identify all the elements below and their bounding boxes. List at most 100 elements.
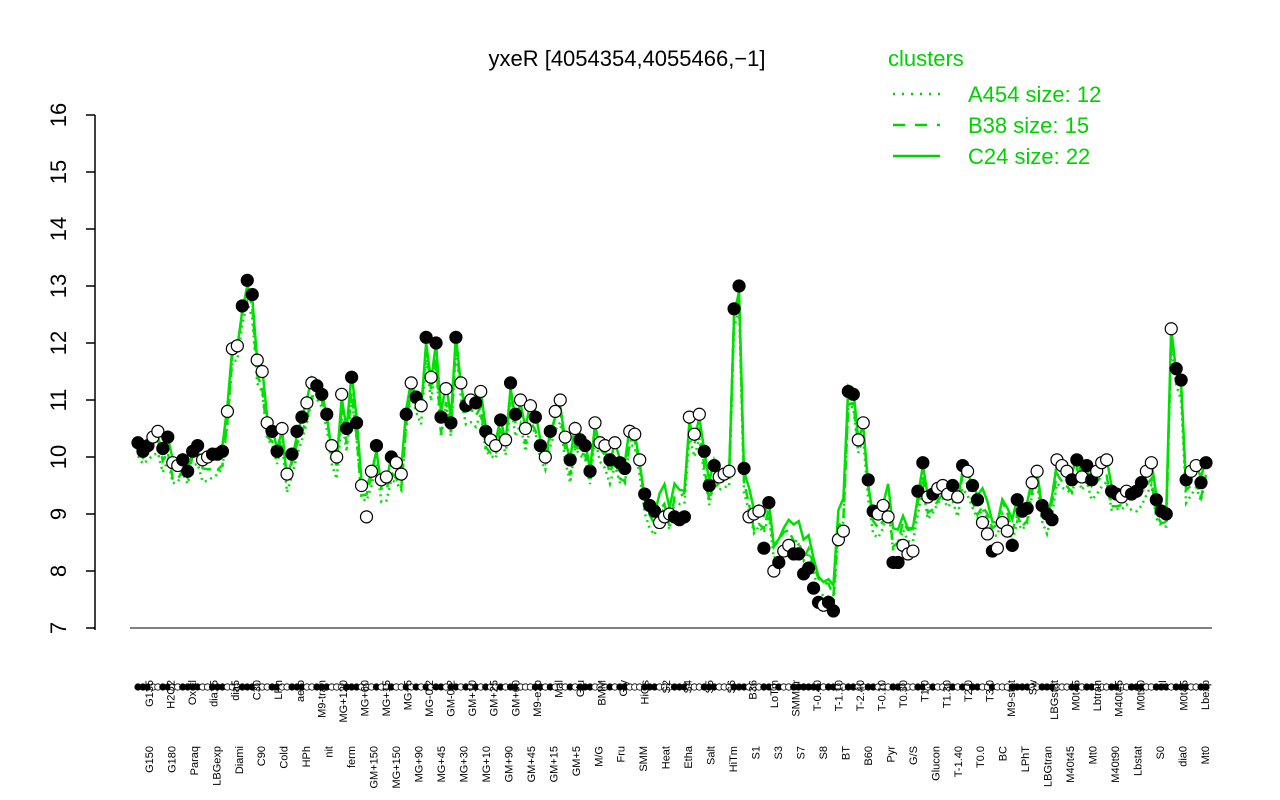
data-point <box>1134 476 1149 490</box>
data-point <box>802 561 816 575</box>
x-tick-label: Paraq <box>189 746 201 775</box>
x-tick-label: T1.0 <box>920 680 932 702</box>
data-point <box>528 410 542 424</box>
y-axis-ticks: 7 8 9 10 11 12 13 14 15 16 <box>46 103 95 634</box>
y-tick-label: 16 <box>46 103 71 127</box>
data-point <box>578 439 592 453</box>
data-point <box>707 458 721 473</box>
x-tick-label: BMM <box>596 680 608 706</box>
x-tick-label: LBGtran <box>1043 746 1055 787</box>
data-point <box>250 353 264 367</box>
x-tick-label: C90 <box>256 746 268 766</box>
x-sample-marker <box>1202 683 1210 691</box>
data-point <box>1159 507 1173 521</box>
x-tick-label: T3.0 <box>984 680 996 702</box>
y-tick-label: 12 <box>46 331 71 355</box>
x-tick-label: Salt <box>706 746 718 765</box>
x-tick-label: MG+60 <box>359 680 371 716</box>
data-point <box>702 478 716 493</box>
data-point <box>255 364 269 379</box>
x-tick-label: Oxctl <box>187 680 199 705</box>
cluster-lines <box>136 281 1208 611</box>
data-point <box>975 515 990 530</box>
x-tick-label: Glu <box>575 680 587 697</box>
legend-title: clusters <box>888 46 964 71</box>
data-point <box>960 464 975 478</box>
x-tick-label: LBGstat <box>1049 680 1061 720</box>
x-tick-label: Gly <box>618 680 630 697</box>
data-point <box>732 279 746 293</box>
data-point <box>752 504 766 518</box>
data-point <box>285 447 299 461</box>
data-point <box>806 581 821 595</box>
data-point <box>1025 476 1039 490</box>
data-point <box>439 382 453 396</box>
data-point <box>946 478 960 493</box>
data-point <box>503 376 518 390</box>
x-tick-label: GM+90 <box>503 746 515 782</box>
data-point <box>399 407 413 421</box>
x-tick-label: nit <box>324 746 336 758</box>
y-tick-label: 9 <box>46 508 71 520</box>
x-tick-label: MG+30 <box>458 746 470 782</box>
y-tick-label: 10 <box>46 445 71 469</box>
x-tick-label: SMMPr <box>790 680 802 717</box>
data-point <box>364 464 379 478</box>
data-point <box>280 467 294 481</box>
data-point <box>290 424 304 438</box>
data-point <box>861 473 875 487</box>
x-tick-label: GM+15 <box>548 746 560 782</box>
data-point <box>1144 456 1158 470</box>
x-tick-label: GM+45 <box>526 746 538 782</box>
data-point <box>826 604 841 618</box>
data-point <box>722 464 736 478</box>
x-tick-label: Heat <box>661 746 673 769</box>
data-point <box>543 424 557 438</box>
data-point <box>523 399 538 413</box>
data-point <box>1010 493 1024 507</box>
data-point <box>1005 538 1019 552</box>
data-point <box>270 444 284 458</box>
data-point <box>1169 362 1183 376</box>
x-tick-label: T0.0 <box>975 746 987 768</box>
x-tick-label: S4 <box>683 680 695 693</box>
data-point <box>697 444 711 458</box>
x-tick-label: MG+120 <box>338 680 350 723</box>
data-point <box>449 330 463 344</box>
x-tick-label: M40t90 <box>1110 746 1122 783</box>
x-tick-label: S6 <box>726 680 738 693</box>
x-tick-label: G/S <box>908 746 920 765</box>
data-point <box>315 387 329 401</box>
legend: clusters A454 size: 12 B38 size: 15 C24 … <box>888 46 1101 169</box>
data-point <box>434 410 448 424</box>
data-point <box>980 527 995 541</box>
x-tick-label: S0 <box>1155 746 1167 759</box>
data-point <box>220 404 235 418</box>
data-point <box>583 464 597 478</box>
data-points <box>131 273 1213 618</box>
data-point <box>518 421 533 436</box>
x-tick-label: Etha <box>683 745 695 769</box>
data-point <box>1045 513 1059 527</box>
x-axis-ticks: G135 H2O2 Oxctl dia15 dia5 C30 LPh aero M9-tran M… <box>134 680 1212 789</box>
x-tick-label: T-0.40 <box>812 680 824 711</box>
x-tick-label: Fru <box>616 746 628 763</box>
x-tick-label: LoTm <box>769 680 781 708</box>
data-point <box>345 370 359 384</box>
y-tick-label: 8 <box>46 565 71 577</box>
x-tick-label: S5 <box>704 680 716 693</box>
x-tick-label: LPhT <box>1020 746 1032 773</box>
x-tick-label: T2.0 <box>963 680 975 702</box>
x-tick-label: G135 <box>144 680 156 707</box>
data-point <box>568 421 582 436</box>
data-point <box>881 510 895 524</box>
x-tick-label: M40t45 <box>1114 680 1126 717</box>
data-point <box>1149 493 1163 507</box>
x-tick-label: Lbstat <box>1133 746 1145 776</box>
x-tick-label: dia15 <box>209 680 221 707</box>
x-tick-label: M40t45 <box>1065 746 1077 783</box>
data-point <box>1020 501 1034 515</box>
x-tick-label: GM+25 <box>489 680 501 716</box>
data-point <box>335 387 349 401</box>
data-point <box>354 478 369 493</box>
